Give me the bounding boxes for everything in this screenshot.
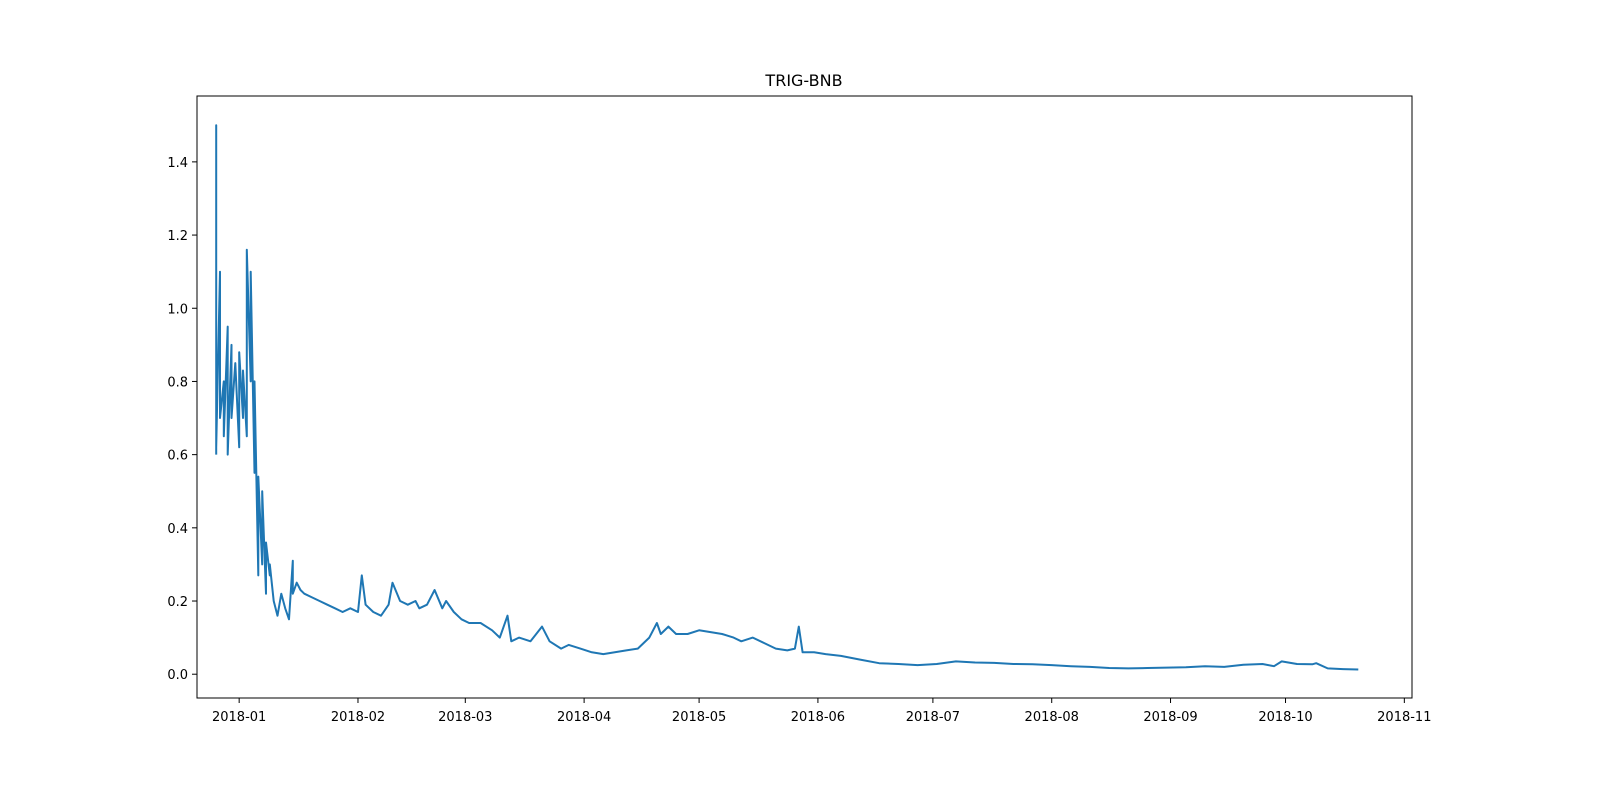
y-axis: 0.0 0.2 0.4 0.6 0.8 1.0 1.2 1.4: [167, 156, 197, 683]
y-tick-label: 0.6: [167, 449, 188, 464]
x-tick-label: 2018-03: [438, 710, 492, 725]
x-tick-label: 2018-08: [1025, 710, 1079, 725]
chart-title: TRIG-BNB: [764, 71, 842, 90]
x-tick-label: 2018-11: [1377, 710, 1431, 725]
x-tick-label: 2018-07: [906, 710, 960, 725]
y-tick-label: 0.0: [167, 668, 188, 683]
series-layer: [215, 124, 1359, 671]
x-tick-label: 2018-02: [331, 710, 385, 725]
y-tick-label: 0.8: [167, 375, 188, 390]
x-axis: 2018-01 2018-02 2018-03 2018-04 2018-05 2018-…: [212, 698, 1431, 725]
y-tick-label: 0.2: [167, 595, 188, 610]
x-tick-label: 2018-06: [791, 710, 845, 725]
plot-frame: [196, 95, 1413, 699]
x-tick-label: 2018-10: [1258, 710, 1312, 725]
y-tick-label: 0.4: [167, 522, 188, 537]
x-tick-label: 2018-04: [557, 710, 611, 725]
x-tick-label: 2018-09: [1143, 710, 1197, 725]
x-tick-label: 2018-01: [212, 710, 266, 725]
y-tick-label: 1.0: [167, 302, 188, 317]
x-tick-label: 2018-05: [672, 710, 726, 725]
y-tick-label: 1.2: [167, 229, 188, 244]
series-line-0: [215, 124, 1359, 671]
y-tick-label: 1.4: [167, 156, 188, 171]
